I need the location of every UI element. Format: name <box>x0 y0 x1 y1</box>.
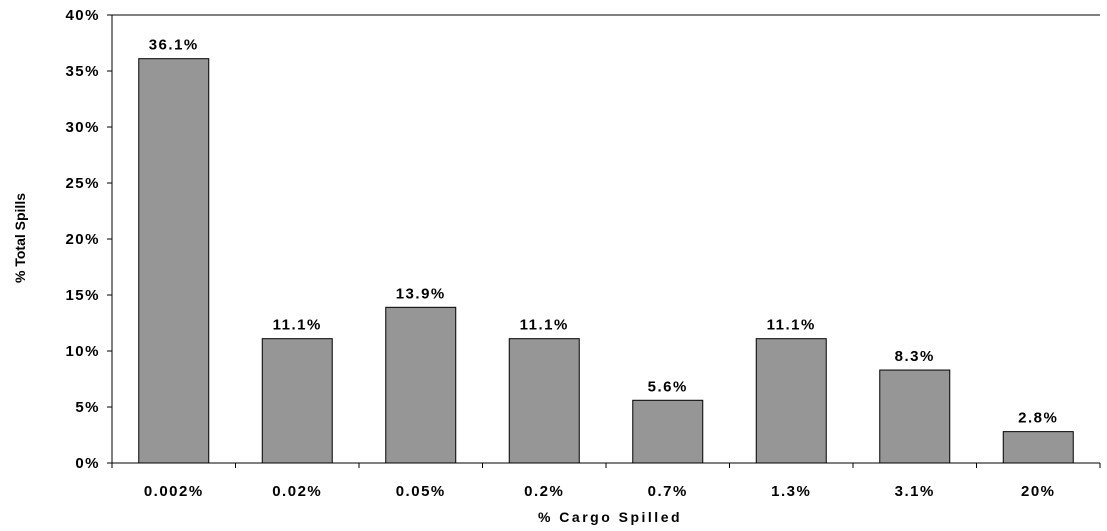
x-tick-label: 0.002% <box>144 483 204 500</box>
plot-frame <box>111 14 1100 464</box>
x-tick-label: 0.7% <box>648 483 688 500</box>
y-tick-label: 20% <box>65 231 100 248</box>
bar-data-label: 11.1% <box>520 317 569 334</box>
x-tick-label: 0.2% <box>524 483 564 500</box>
bar-data-label: 2.8% <box>1018 410 1058 427</box>
x-tick-label: 0.05% <box>396 483 446 500</box>
y-axis-ticks <box>107 14 112 464</box>
y-axis-title: % Total Spills <box>12 193 28 283</box>
bar <box>508 338 580 464</box>
y-tick-label: 25% <box>65 175 100 192</box>
bar <box>261 338 333 464</box>
x-tick-label: 3.1% <box>895 483 935 500</box>
x-axis-ticks <box>111 463 1101 468</box>
x-tick-label: 1.3% <box>771 483 811 500</box>
y-tick-label: 40% <box>65 7 100 24</box>
y-tick-label: 15% <box>65 287 100 304</box>
bar-data-label: 36.1% <box>149 37 199 54</box>
x-tick-label: 20% <box>1021 483 1056 500</box>
bar <box>1002 431 1074 464</box>
bar <box>632 399 704 464</box>
bar <box>879 369 951 464</box>
y-tick-labels: 0% 5% 10% 15% 20% 25% 30% 35% 40% <box>65 7 100 472</box>
bar-data-label: 11.1% <box>767 317 816 334</box>
bar-data-label: 8.3% <box>895 348 935 365</box>
y-tick-label: 35% <box>65 63 100 80</box>
y-tick-label: 10% <box>65 343 100 360</box>
bar <box>138 58 210 464</box>
bars <box>138 58 1074 464</box>
bar <box>385 306 457 464</box>
bar-data-label: 5.6% <box>648 378 688 395</box>
bar-data-label: 11.1% <box>273 317 322 334</box>
x-tick-labels: 0.002% 0.02% 0.05% 0.2% 0.7% 1.3% 3.1% 20% <box>144 483 1056 500</box>
bar-data-labels: 36.1% 11.1% 13.9% 11.1% 5.6% 11.1% 8.3% 2.8% <box>149 37 1058 427</box>
bar-data-label: 13.9% <box>396 285 446 302</box>
y-tick-label: 0% <box>75 455 100 472</box>
x-tick-label: 0.02% <box>272 483 322 500</box>
x-axis-title: % Cargo Spilled <box>538 509 682 525</box>
bar <box>755 338 827 464</box>
y-tick-label: 5% <box>75 399 100 416</box>
y-tick-label: 30% <box>65 119 100 136</box>
